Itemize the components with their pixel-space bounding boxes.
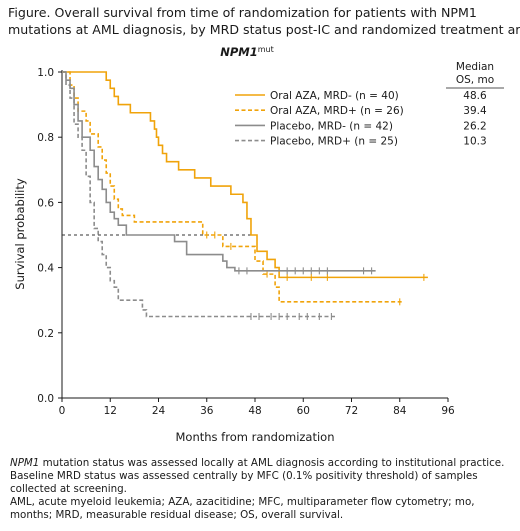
- survival-curve: [62, 71, 376, 272]
- footnote-mutation-text: mutation status was assessed locally at …: [39, 457, 505, 469]
- footnote-baseline-mrd: Baseline MRD status was assessed central…: [10, 470, 478, 495]
- y-tick-label: 0.6: [37, 197, 54, 209]
- legend-median-value: 10.3: [463, 136, 486, 148]
- subtitle-gene: NPM1: [220, 45, 258, 59]
- series-2: [62, 71, 404, 306]
- y-tick-label: 0.4: [37, 263, 54, 275]
- series-1: [62, 71, 428, 281]
- legend-label: Oral AZA, MRD- (n = 40): [270, 90, 399, 102]
- x-axis-label: Months from randomization: [175, 430, 334, 444]
- x-tick-label: 72: [345, 405, 358, 417]
- y-tick-label: 0.2: [37, 328, 54, 340]
- chart-title-line-2: mutations at AML diagnosis, by MRD statu…: [8, 22, 520, 37]
- x-tick-label: 24: [152, 405, 166, 417]
- y-tick-label: 0.0: [37, 393, 54, 405]
- survival-curves: [62, 71, 428, 320]
- y-tick-label: 0.8: [37, 132, 54, 144]
- legend-median-value: 26.2: [463, 120, 486, 132]
- y-axis-label: Survival probability: [13, 178, 27, 290]
- footnote-gene: NPM1: [10, 457, 40, 469]
- x-tick-label: 36: [200, 405, 214, 417]
- footnote-mutation: NPM1 mutation status was assessed locall…: [10, 457, 515, 470]
- footnotes: NPM1 mutation status was assessed locall…: [10, 457, 515, 522]
- survival-curve: [62, 71, 336, 318]
- x-tick-label: 96: [441, 405, 455, 417]
- footnote-abbreviations: AML, acute myeloid leukemia; AZA, azacit…: [10, 496, 475, 521]
- series-4: [62, 71, 336, 320]
- axes: 0.0 0.2 0.4 0.6 0.8 1.0 0 12 24 36 48 60 72 84 96: [37, 67, 455, 417]
- legend-header: OS, mo: [456, 74, 494, 86]
- x-tick-label: 60: [297, 405, 310, 417]
- subtitle-superscript: mut: [258, 45, 274, 54]
- x-tick-label: 0: [59, 405, 66, 417]
- legend-label: Oral AZA, MRD+ (n = 26): [270, 105, 404, 117]
- y-tick-label: 1.0: [37, 67, 54, 79]
- legend-median-value: 39.4: [463, 105, 487, 117]
- x-tick-label: 12: [104, 405, 117, 417]
- survival-curve: [62, 71, 428, 279]
- x-tick-label: 48: [248, 405, 261, 417]
- chart-subtitle: NPM1mut: [220, 45, 274, 59]
- x-tick-label: 84: [393, 405, 407, 417]
- kaplan-meier-chart: Figure. Overall survival from time of ra…: [8, 5, 520, 444]
- legend-label: Placebo, MRD+ (n = 25): [270, 136, 398, 148]
- legend-header: Median: [456, 61, 494, 73]
- legend-median-value: 48.6: [463, 90, 487, 102]
- series-3: [62, 71, 376, 275]
- legend-label: Placebo, MRD- (n = 42): [270, 120, 393, 132]
- chart-title-line-1: Figure. Overall survival from time of ra…: [8, 5, 477, 20]
